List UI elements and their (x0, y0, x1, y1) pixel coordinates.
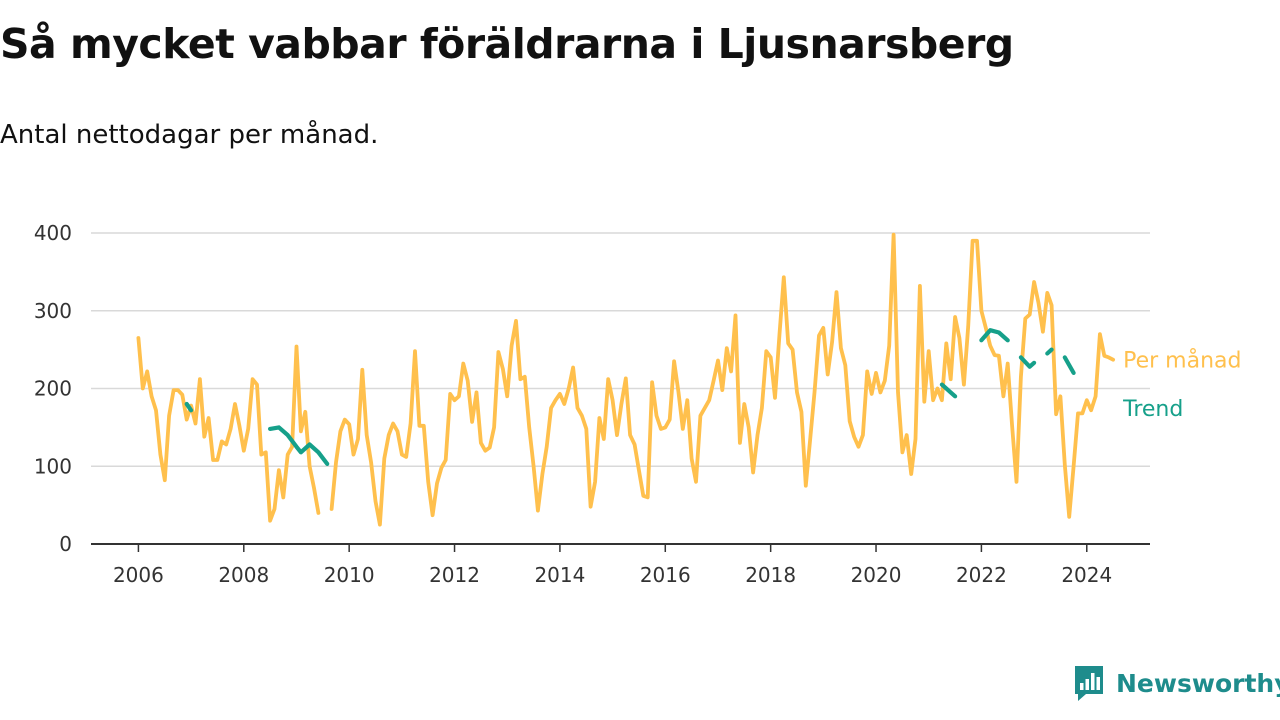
x-tick-label: 2014 (534, 563, 585, 587)
chart-subtitle: Antal nettodagar per månad. (0, 120, 379, 150)
x-tick-label: 2006 (113, 563, 164, 587)
x-tick-label: 2018 (745, 563, 796, 587)
x-tick-label: 2022 (956, 563, 1007, 587)
line-chart: 0 100 200 300 400 2006 2008 2010 2012 2014 2016 201… (34, 221, 1242, 587)
logo-text: Newsworthy (1116, 668, 1280, 698)
y-tick-label: 400 (34, 221, 72, 245)
series-line-per-manad (136, 232, 1115, 527)
chart-title: Så mycket vabbar föräldrarna i Ljusnarsb… (0, 20, 1014, 68)
newsworthy-logo: Newsworthy (1072, 664, 1280, 702)
series-label-per-manad: Per månad (1123, 348, 1241, 374)
chart-doc-icon (1075, 666, 1103, 701)
series-lines (136, 232, 1115, 527)
series-labels: Per månad Trend (1122, 348, 1241, 422)
x-tick-label: 2010 (324, 563, 375, 587)
y-tick-label: 300 (34, 299, 72, 323)
x-tick-label: 2008 (218, 563, 269, 587)
x-tick-label: 2020 (851, 563, 902, 587)
x-tick-label: 2016 (640, 563, 691, 587)
y-tick-label: 100 (34, 454, 72, 478)
y-tick-label: 0 (59, 532, 72, 556)
y-tick-label: 200 (34, 377, 72, 401)
series-label-trend: Trend (1122, 397, 1183, 422)
x-axis: 0 100 200 300 400 2006 2008 2010 2012 2014 2016 201… (34, 221, 1150, 587)
x-tick-label: 2012 (429, 563, 480, 587)
x-tick-label: 2024 (1061, 563, 1112, 587)
